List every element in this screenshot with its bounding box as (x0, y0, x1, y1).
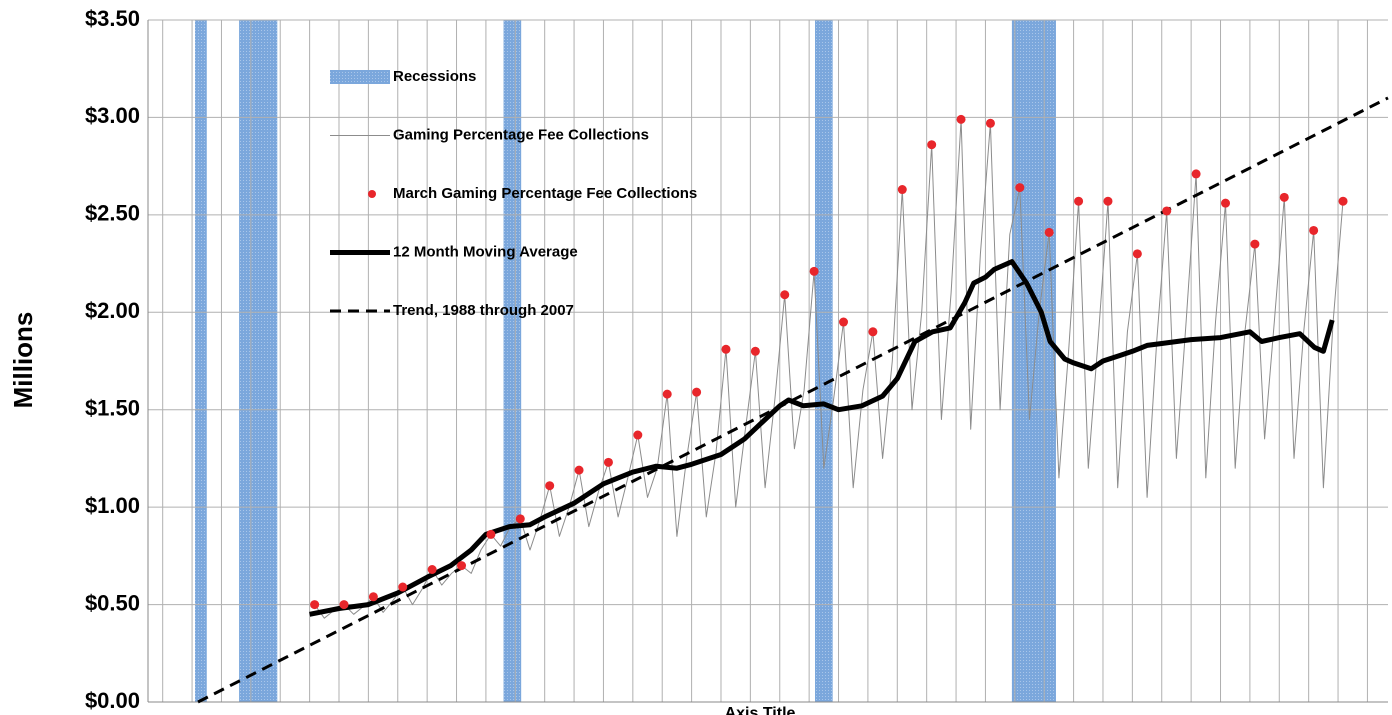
y-tick-label: $2.50 (85, 201, 140, 226)
march-dot (1279, 192, 1289, 202)
march-dot (692, 387, 702, 397)
y-tick-label: $0.00 (85, 688, 140, 713)
legend-label: Recessions (393, 68, 476, 85)
march-dot (633, 430, 643, 440)
march-dot (780, 290, 790, 300)
y-tick-label: $1.00 (85, 493, 140, 518)
march-dot (721, 344, 731, 354)
march-dot (1338, 196, 1348, 206)
y-tick-label: $3.00 (85, 103, 140, 128)
march-dot (457, 561, 467, 571)
march-dot (545, 481, 555, 491)
march-dot (1103, 196, 1113, 206)
y-axis-title: Millions (8, 312, 38, 409)
legend-swatch (368, 190, 376, 198)
recession-band (503, 20, 522, 702)
legend-swatch (330, 70, 390, 84)
march-dot (1309, 225, 1319, 235)
march-dot (897, 185, 907, 195)
x-axis-title: Axis Title (725, 705, 796, 715)
march-dot (603, 457, 613, 467)
legend-label: Gaming Percentage Fee Collections (393, 126, 649, 143)
legend-label: 12 Month Moving Average (393, 243, 578, 260)
march-dot (662, 389, 672, 399)
y-tick-label: $0.50 (85, 590, 140, 615)
march-dot (985, 118, 995, 128)
march-dot (868, 327, 878, 337)
march-dot (1015, 183, 1025, 193)
march-dot (1132, 249, 1142, 259)
recession-band (1011, 20, 1056, 702)
march-dot (956, 114, 966, 124)
recession-band (815, 20, 833, 702)
march-dot (1044, 227, 1054, 237)
series-line (309, 259, 1335, 617)
march-dot (368, 592, 378, 602)
march-dot (339, 600, 349, 610)
y-tick-label: $2.00 (85, 298, 140, 323)
march-dot (1191, 169, 1201, 179)
march-dot (1221, 198, 1231, 208)
march-dot (927, 140, 937, 150)
march-dot (809, 266, 819, 276)
y-tick-label: $1.50 (85, 396, 140, 421)
march-dot (1074, 196, 1084, 206)
legend-label: March Gaming Percentage Fee Collections (393, 185, 697, 202)
legend-label: Trend, 1988 through 2007 (393, 302, 574, 319)
recession-band (195, 20, 207, 702)
y-tick-label: $3.50 (85, 6, 140, 31)
march-dot (310, 600, 320, 610)
recession-band (239, 20, 278, 702)
march-dot (574, 465, 584, 475)
march-dot (1162, 206, 1172, 216)
march-dot (1250, 239, 1260, 249)
series-line (314, 118, 1344, 619)
march-dot (427, 564, 437, 574)
march-dot (750, 346, 760, 356)
march-dot (839, 317, 849, 327)
march-dot (398, 582, 408, 592)
march-dot (486, 529, 496, 539)
march-dot (515, 514, 525, 524)
